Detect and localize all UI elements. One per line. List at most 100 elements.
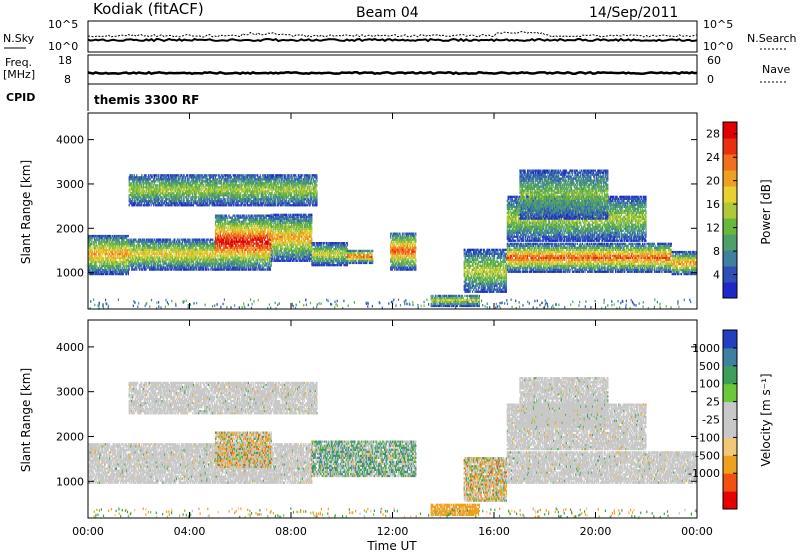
echo-cell [164, 249, 165, 251]
echo-cell [99, 265, 100, 267]
echo-cell [144, 239, 145, 241]
echo-cell [210, 268, 211, 270]
echo-cell [208, 239, 209, 241]
echo-cell [117, 247, 118, 249]
echo-cell [102, 253, 103, 255]
echo-cell [114, 267, 115, 269]
echo-cell [94, 237, 95, 239]
echo-cell [217, 255, 218, 257]
echo-cell [141, 264, 142, 266]
echo-cell [110, 247, 111, 249]
echo-cell [166, 251, 167, 253]
echo-cell [104, 247, 105, 249]
echo-cell [106, 251, 107, 253]
echo-cell [216, 255, 217, 257]
echo-cell [113, 273, 114, 275]
nsearch-tick-top: 10^5 [703, 18, 733, 31]
echo-cell [124, 245, 125, 247]
echo-cell [91, 255, 92, 257]
echo-cell [108, 251, 109, 253]
echo-cell [110, 269, 111, 271]
echo-cell [154, 260, 155, 262]
echo-cell [195, 251, 196, 253]
nsky-tick-bottom: 10^0 [48, 40, 78, 53]
echo-cell [220, 223, 221, 225]
echo-cell [168, 260, 169, 262]
echo-cell [97, 237, 98, 239]
echo-cell [170, 239, 171, 241]
echo-cell [128, 273, 129, 275]
echo-cell [126, 255, 127, 257]
echo-cell [103, 257, 104, 259]
nsky-tick-top: 10^5 [48, 18, 78, 31]
echo-cell [170, 245, 171, 247]
echo-cell [94, 243, 95, 245]
nsearch-tick-bottom: 10^0 [703, 40, 733, 53]
echo-cell [149, 253, 150, 255]
echo-cell [207, 253, 208, 255]
echo-cell [146, 255, 147, 257]
echo-cell [204, 239, 205, 241]
echo-cell [168, 241, 169, 243]
echo-cell [119, 245, 120, 247]
echo-cell [166, 262, 167, 264]
echo-cell [146, 268, 147, 270]
echo-cell [110, 239, 111, 241]
echo-cell [123, 247, 124, 249]
echo-cell [129, 266, 130, 268]
echo-cell [215, 245, 216, 247]
echo-cell [102, 255, 103, 257]
echo-cell [100, 269, 101, 271]
echo-cell [215, 253, 216, 255]
echo-cell [186, 243, 187, 245]
echo-cell [97, 245, 98, 247]
echo-cell [140, 266, 141, 268]
echo-cell [108, 263, 109, 265]
echo-cell [212, 241, 213, 243]
echo-cell [220, 233, 221, 235]
echo-cell [136, 245, 137, 247]
echo-cell [99, 259, 100, 261]
echo-cell [187, 260, 188, 262]
echo-cell [116, 269, 117, 271]
echo-cell [111, 237, 112, 239]
echo-cell [119, 241, 120, 243]
echo-cell [137, 251, 138, 253]
echo-cell [169, 251, 170, 253]
echo-cell [190, 239, 191, 241]
echo-cell [213, 251, 214, 253]
echo-cell [129, 239, 130, 241]
echo-cell [206, 268, 207, 270]
echo-cell [152, 239, 153, 241]
echo-cell [212, 239, 213, 241]
echo-cell [217, 241, 218, 243]
echo-cell [195, 255, 196, 257]
echo-cell [218, 225, 219, 227]
echo-cell [99, 263, 100, 265]
echo-cell [156, 245, 157, 247]
echo-cell [110, 235, 111, 237]
echo-cell [196, 266, 197, 268]
echo-cell [158, 262, 159, 264]
echo-cell [156, 260, 157, 262]
echo-cell [120, 259, 121, 261]
echo-cell [109, 253, 110, 255]
echo-cell [156, 243, 157, 245]
echo-cell [151, 264, 152, 266]
echo-cell [191, 262, 192, 264]
echo-cell [90, 247, 91, 249]
echo-cell [124, 267, 125, 269]
echo-cell [109, 261, 110, 263]
echo-cell [221, 262, 222, 264]
echo-cell [147, 243, 148, 245]
echo-cell [201, 245, 202, 247]
rti-figure: Kodiak (fitACF) Beam 04 14/Sep/2011 N.Sk… [0, 0, 800, 554]
echo-cell [182, 241, 183, 243]
echo-cell [135, 268, 136, 270]
echo-cell [171, 268, 172, 270]
echo-cell [188, 266, 189, 268]
echo-cell [155, 264, 156, 266]
echo-cell [108, 269, 109, 271]
echo-cell [103, 273, 104, 275]
echo-cell [160, 243, 161, 245]
